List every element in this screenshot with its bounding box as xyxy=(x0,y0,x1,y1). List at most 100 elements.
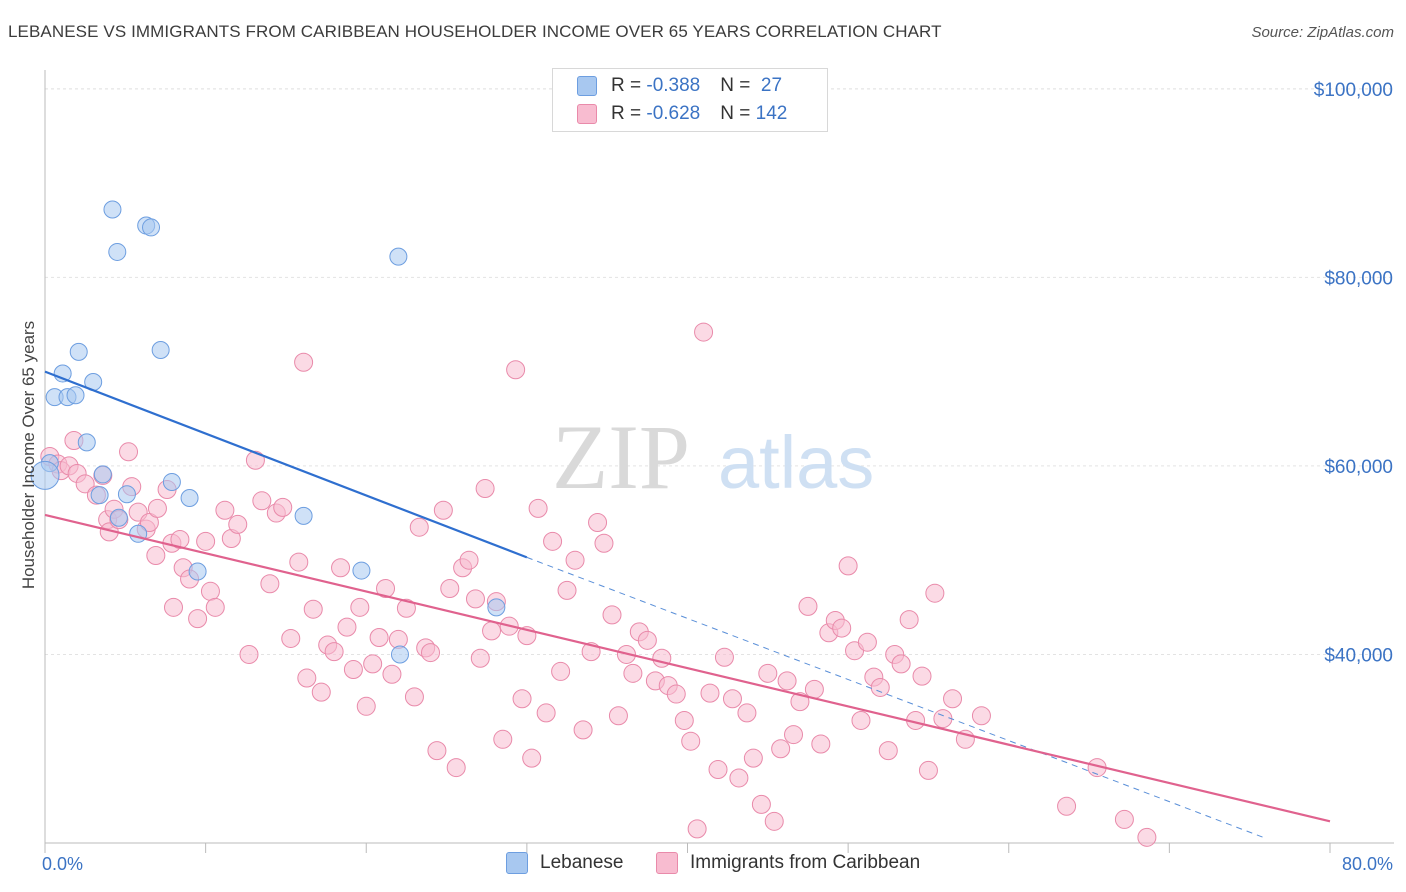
caribbean-point xyxy=(899,610,919,630)
lebanese-point xyxy=(30,460,60,490)
lebanese-point xyxy=(188,562,207,581)
caribbean-point xyxy=(427,741,447,761)
caribbean-point xyxy=(146,545,166,565)
lebanese-point xyxy=(108,242,127,261)
caribbean-point xyxy=(294,352,314,372)
caribbean-point xyxy=(708,759,728,779)
legend-r-value: -0.628 xyxy=(646,103,701,124)
caribbean-point xyxy=(764,811,784,831)
caribbean-point xyxy=(260,574,280,594)
legend-r-value: -0.388 xyxy=(646,75,701,96)
caribbean-point xyxy=(433,500,453,520)
y-tick-label: $100,000 xyxy=(1314,80,1393,101)
bottom-legend-swatch-lebanese xyxy=(506,852,528,874)
caribbean-point xyxy=(311,682,331,702)
caribbean-point xyxy=(594,533,614,553)
lebanese-points xyxy=(30,200,506,664)
caribbean-point xyxy=(252,491,272,511)
caribbean-point xyxy=(918,760,938,780)
caribbean-point xyxy=(164,597,183,617)
caribbean-point xyxy=(714,647,734,667)
legend-n-value: 142 xyxy=(755,103,788,124)
caribbean-point xyxy=(543,531,563,551)
caribbean-point xyxy=(522,748,542,768)
lebanese-point xyxy=(352,561,371,580)
caribbean-point xyxy=(475,479,495,499)
caribbean-point xyxy=(687,819,707,839)
caribbean-point xyxy=(551,661,571,681)
caribbean-point xyxy=(343,660,363,680)
caribbean-point xyxy=(943,689,963,709)
caribbean-point xyxy=(482,621,502,641)
caribbean-point xyxy=(1057,796,1077,816)
caribbean-point xyxy=(912,666,932,686)
caribbean-point xyxy=(1114,809,1134,829)
caribbean-point xyxy=(303,599,323,619)
legend-swatch-caribbean xyxy=(577,104,597,124)
lebanese-trendline-extension xyxy=(526,556,1266,839)
caribbean-point xyxy=(798,596,818,616)
caribbean-point xyxy=(404,687,424,707)
caribbean-point xyxy=(273,497,293,517)
caribbean-point xyxy=(838,556,858,576)
caribbean-point xyxy=(446,758,466,778)
lebanese-point xyxy=(389,247,408,266)
caribbean-point xyxy=(337,617,357,637)
bottom-legend-label-caribbean: Immigrants from Caribbean xyxy=(690,852,921,873)
caribbean-point xyxy=(602,605,622,625)
caribbean-point xyxy=(878,741,898,761)
caribbean-point xyxy=(376,578,396,598)
caribbean-point xyxy=(281,628,301,648)
caribbean-points xyxy=(40,322,1157,847)
legend-n-label: N = xyxy=(720,103,756,124)
bottom-legend-label-lebanese: Lebanese xyxy=(540,852,624,873)
x-tick-label: 0.0% xyxy=(42,854,83,874)
caribbean-point xyxy=(870,677,890,697)
caribbean-point xyxy=(851,710,871,730)
caribbean-point xyxy=(245,450,265,470)
caribbean-point xyxy=(784,725,804,745)
lebanese-point xyxy=(117,485,136,504)
bottom-legend-caribbean: Immigrants from Caribbean xyxy=(656,852,920,874)
caribbean-point xyxy=(681,731,701,751)
bottom-legend-swatch-caribbean xyxy=(656,852,678,874)
caribbean-point xyxy=(666,684,686,704)
y-tick-label: $80,000 xyxy=(1324,268,1393,289)
caribbean-point xyxy=(694,322,714,342)
caribbean-point xyxy=(369,627,389,647)
caribbean-point xyxy=(170,529,190,549)
caribbean-point xyxy=(811,734,831,754)
caribbean-point xyxy=(737,703,757,723)
caribbean-point xyxy=(637,630,657,650)
caribbean-point xyxy=(470,648,490,668)
caribbean-point xyxy=(75,474,95,494)
caribbean-point xyxy=(205,597,225,617)
caribbean-point xyxy=(925,583,945,603)
legend-row-caribbean: R = -0.628 N = 142 xyxy=(577,101,787,127)
caribbean-point xyxy=(588,512,608,532)
axis-ticks: $40,000 $60,000 $80,000 $100,000 0.0% 80.0% xyxy=(42,80,1393,874)
lebanese-point xyxy=(66,386,85,405)
caribbean-point xyxy=(188,609,208,629)
caribbean-point xyxy=(465,589,485,609)
caribbean-point xyxy=(971,706,991,726)
caribbean-point xyxy=(751,794,771,814)
caribbean-point xyxy=(832,618,852,638)
caribbean-point xyxy=(459,550,479,570)
caribbean-point xyxy=(350,597,370,617)
caribbean-point xyxy=(573,720,593,740)
y-tick-label: $40,000 xyxy=(1324,645,1393,666)
lebanese-point xyxy=(129,524,148,543)
caribbean-point xyxy=(700,683,720,703)
caribbean-point xyxy=(722,689,742,709)
caribbean-point xyxy=(565,550,585,570)
caribbean-point xyxy=(729,768,749,788)
caribbean-point xyxy=(804,679,824,699)
caribbean-point xyxy=(674,710,694,730)
legend-r-label: R = xyxy=(611,75,647,96)
lebanese-point xyxy=(109,508,128,527)
caribbean-point xyxy=(758,663,778,683)
watermark-zip: ZIP xyxy=(552,406,690,508)
legend-n-value: 27 xyxy=(755,75,783,96)
